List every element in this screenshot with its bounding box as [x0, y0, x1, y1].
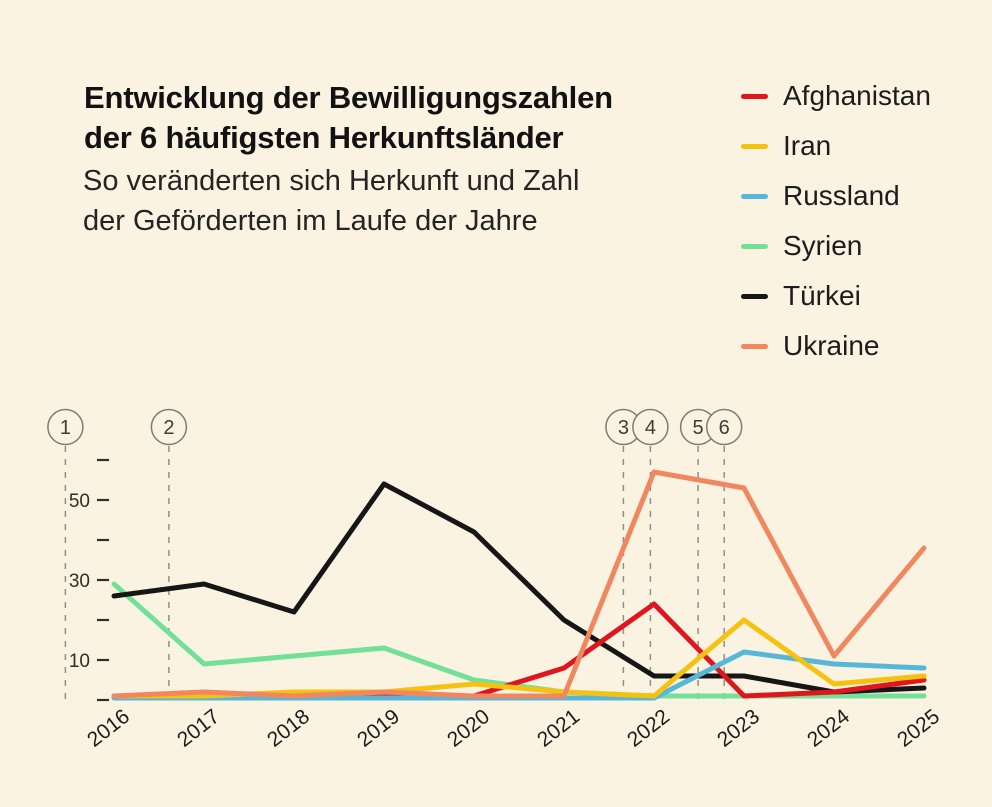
legend-item-tuerkei: Türkei	[741, 271, 931, 321]
legend: Afghanistan Iran Russland Syrien Türkei …	[741, 71, 931, 371]
subtitle-line-1: So veränderten sich Herkunft und Zahl	[83, 165, 580, 197]
title-line-2: der 6 häufigsten Herkunftsländer	[84, 120, 564, 155]
legend-label: Ukraine	[783, 330, 880, 361]
y-tick-label-30: 30	[69, 571, 90, 592]
annotation-circle-6[interactable]	[705, 408, 743, 446]
legend-item-afghanistan: Afghanistan	[741, 71, 931, 121]
subtitle-line-2: der Geförderten im Laufe der Jahre	[83, 205, 538, 237]
y-axis: 10 30 50	[69, 458, 109, 702]
data-lines	[111, 469, 927, 701]
legend-item-russland: Russland	[741, 171, 931, 221]
x-label-2019: 2019	[353, 705, 404, 752]
annotation-number-2: 2	[163, 417, 174, 439]
annotation-number-3: 3	[618, 417, 629, 439]
annotation-droplines	[64, 446, 725, 700]
legend-swatch-russland	[741, 193, 768, 199]
legend-label: Türkei	[783, 280, 861, 311]
legend-swatch-tuerkei	[741, 293, 768, 299]
x-label-2016: 2016	[83, 705, 134, 752]
title-line-1: Entwicklung der Bewilligungszahlen	[84, 80, 613, 115]
y-tick-label-10: 10	[69, 651, 90, 672]
x-label-2018: 2018	[263, 705, 314, 752]
y-tick-label-50: 50	[69, 491, 90, 512]
x-label-2025: 2025	[893, 705, 944, 752]
legend-swatch-afghanistan	[741, 93, 768, 99]
series-line-türkei	[111, 481, 927, 695]
x-label-2020: 2020	[443, 705, 494, 752]
annotation-number-5: 5	[693, 417, 704, 439]
legend-label: Iran	[783, 130, 832, 161]
legend-label: Russland	[783, 180, 900, 211]
series-line-ukraine	[111, 469, 927, 699]
legend-item-ukraine: Ukraine	[741, 321, 931, 371]
legend-swatch-syrien	[741, 243, 768, 249]
x-label-2023: 2023	[713, 705, 764, 752]
annotation-circle-1[interactable]	[47, 408, 84, 446]
x-label-2021: 2021	[533, 705, 584, 752]
legend-label: Syrien	[783, 230, 863, 261]
legend-label: Afghanistan	[783, 80, 931, 111]
series-line-afghanistan	[111, 601, 927, 699]
annotation-circle-4[interactable]	[632, 408, 669, 446]
chart-subtitle: So veränderten sich Herkunft und Zahl de…	[83, 161, 580, 241]
x-axis-labels: 2016 2017 2018 2019 2020 2021 2022 2023 2024 2025	[83, 705, 944, 752]
x-label-2017: 2017	[173, 705, 224, 752]
legend-item-syrien: Syrien	[741, 221, 931, 271]
legend-swatch-ukraine	[741, 343, 768, 349]
legend-item-iran: Iran	[741, 121, 931, 171]
annotation-circle-2[interactable]	[150, 408, 188, 446]
annotation-number-6: 6	[719, 417, 730, 439]
legend-swatch-iran	[741, 143, 768, 149]
annotation-number-1: 1	[60, 417, 71, 439]
x-label-2024: 2024	[803, 705, 854, 752]
annotation-number-4: 4	[645, 417, 656, 439]
chart-title: Entwicklung der Bewilligungszahlen der 6…	[84, 78, 613, 158]
x-label-2022: 2022	[623, 705, 674, 752]
